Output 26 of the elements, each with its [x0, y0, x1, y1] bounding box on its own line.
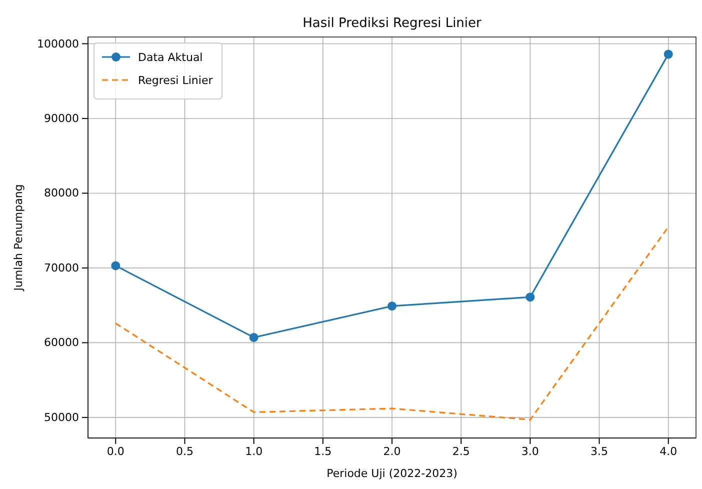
chart-title: Hasil Prediksi Regresi Linier — [302, 16, 482, 31]
x-tick-label: 1.5 — [314, 444, 332, 458]
point — [664, 50, 673, 59]
point — [111, 261, 120, 270]
point — [249, 332, 258, 342]
x-tick-label: 4.0 — [660, 444, 678, 458]
y-tick-label: 70000 — [44, 261, 79, 274]
legend-label: Data Aktual — [138, 51, 203, 64]
x-tick-label: 1.0 — [245, 444, 263, 458]
x-tick-label: 3.0 — [521, 444, 539, 458]
x-axis-title: Periode Uji (2022-2023) — [326, 467, 458, 480]
point — [388, 302, 396, 311]
point — [526, 292, 535, 302]
line-series — [114, 226, 670, 420]
y-axis-title: Jumlah Penumpang — [12, 184, 25, 292]
y-tick-label: 80000 — [44, 186, 79, 200]
x-tick-label: 2.5 — [452, 444, 470, 458]
y-tick-label: 50000 — [44, 410, 79, 424]
y-tick-label: 90000 — [44, 112, 79, 125]
x-tick-label: 3.5 — [590, 444, 608, 458]
legend-label: Regresi Linier — [138, 74, 214, 87]
x-tick-label: 0.0 — [106, 444, 124, 458]
y-tick-label: 60000 — [44, 336, 79, 350]
x-tick-label: 2.0 — [383, 444, 401, 458]
y-tick-label: 100000 — [37, 37, 79, 50]
x-tick-label: 0.5 — [176, 444, 194, 458]
